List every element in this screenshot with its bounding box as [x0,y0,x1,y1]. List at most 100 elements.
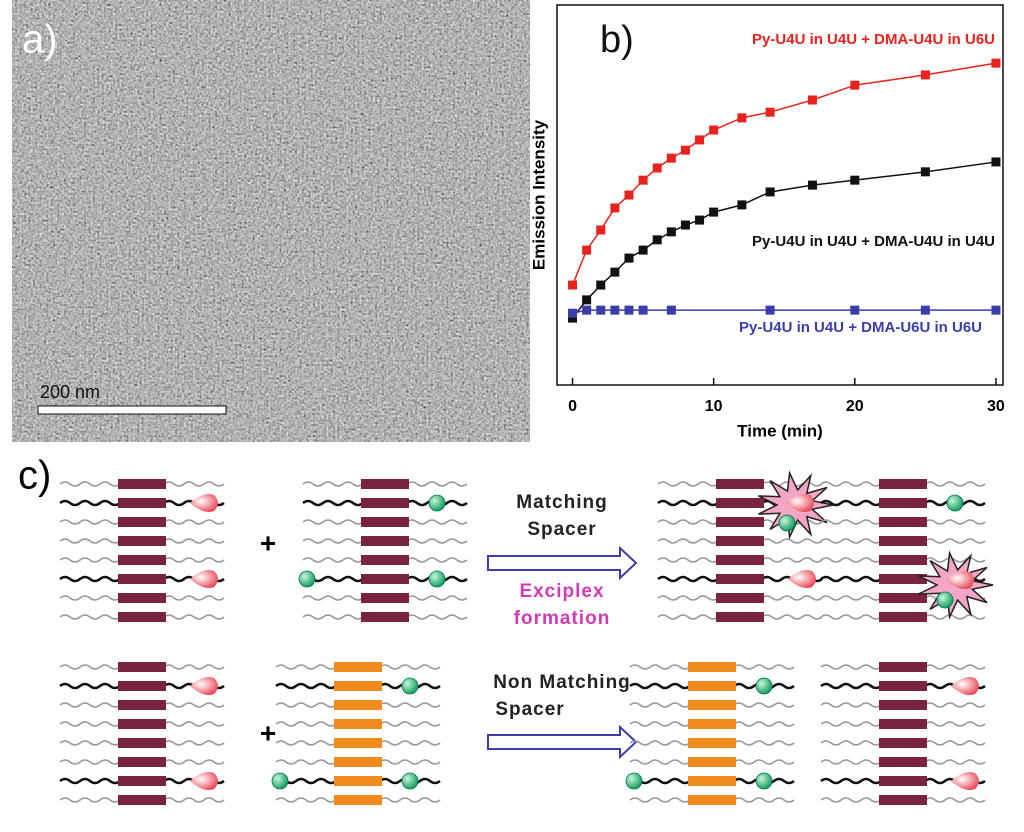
data-point [709,125,719,135]
x-tick-label: 30 [987,398,1005,415]
spacer-block [361,593,409,603]
data-point [991,58,1001,68]
spacer-block [361,517,409,527]
data-point [920,167,930,177]
spacer-block [879,593,927,603]
panel-label: a) [22,18,58,62]
lipid-chain [924,702,986,708]
lipid-chain [163,759,225,765]
spacer-block [118,479,166,489]
lipid-chain [924,614,986,620]
lipid-chain [59,595,121,601]
spacer-block [716,593,764,603]
data-point [680,220,690,230]
data-point [638,245,648,255]
spacer-block [361,479,409,489]
data-point [807,95,817,105]
lipid-chain [761,595,823,601]
lipid-chain [406,557,468,563]
spacer-block [716,517,764,527]
dma-probe [625,772,643,790]
lipid-chain [163,595,225,601]
spacer-block [716,574,764,584]
scale-bar [37,405,227,415]
dma-probe [755,772,773,790]
spacer-block [688,757,736,767]
lipid-chain [924,481,986,487]
lipid-chain [406,538,468,544]
spacer-block [118,612,166,622]
data-point [596,305,606,315]
spacer-block [334,662,382,672]
lipid-chain [163,721,225,727]
spacer-block [118,574,166,584]
dma-probe [298,570,316,588]
dma-probe [946,494,964,512]
spacer-block [118,757,166,767]
lipid-chain [820,777,882,785]
lipid-chain [657,481,719,487]
data-point [638,175,648,185]
data-point [666,227,676,237]
data-point [624,305,634,315]
lipid-chain [820,614,882,620]
lipid-chain [59,614,121,620]
x-tick-label: 20 [846,398,864,415]
lipid-chain [820,740,882,746]
dma-probe [401,772,419,790]
lipid-chain [629,740,691,746]
lipid-chain [924,557,986,563]
data-point [610,267,620,277]
data-point [737,200,747,210]
data-point [920,305,930,315]
lipid-chain [59,481,121,487]
data-point [850,80,860,90]
x-tick-label: 0 [568,398,577,415]
data-point [765,305,775,315]
spacer-block [118,738,166,748]
data-point [638,305,648,315]
lipid-chain [163,702,225,708]
lipid-chain [163,519,225,525]
data-point [652,235,662,245]
data-point [765,107,775,117]
tem-texture [12,0,530,442]
lipid-chain [163,481,225,487]
matching-label: Spacer [527,519,596,540]
exciplex-label: Exciplex [519,581,604,602]
pyrene-probe [946,571,974,589]
panel-label: c) [18,454,51,498]
lipid-chain [629,759,691,765]
x-tick-label: 10 [705,398,723,415]
spacer-block [716,612,764,622]
spacer-block [879,776,927,786]
dma-probe [936,591,954,609]
lipid-chain [820,759,882,765]
lipid-chain [820,519,882,525]
spacer-block [716,498,764,508]
spacer-block [334,719,382,729]
lipid-chain [629,721,691,727]
dma-probe [778,514,796,532]
lipid-chain [163,740,225,746]
lipid-chain [924,759,986,765]
lipid-chain [275,797,337,803]
data-point [596,225,606,235]
lipid-chain [657,519,719,525]
lipid-chain [406,595,468,601]
lipid-chain [629,797,691,803]
spacer-block [688,700,736,710]
lipid-chain [733,759,795,765]
lipid-chain [820,557,882,563]
spacer-block [118,555,166,565]
lipid-chain [59,519,121,525]
lipid-chain [820,682,882,690]
spacer-block [716,479,764,489]
spacer-block [688,776,736,786]
data-point [850,305,860,315]
lipid-chain [761,614,823,620]
plus: + [260,527,276,558]
lipid-chain [59,797,121,803]
lipid-chain [629,702,691,708]
data-point [624,253,634,263]
